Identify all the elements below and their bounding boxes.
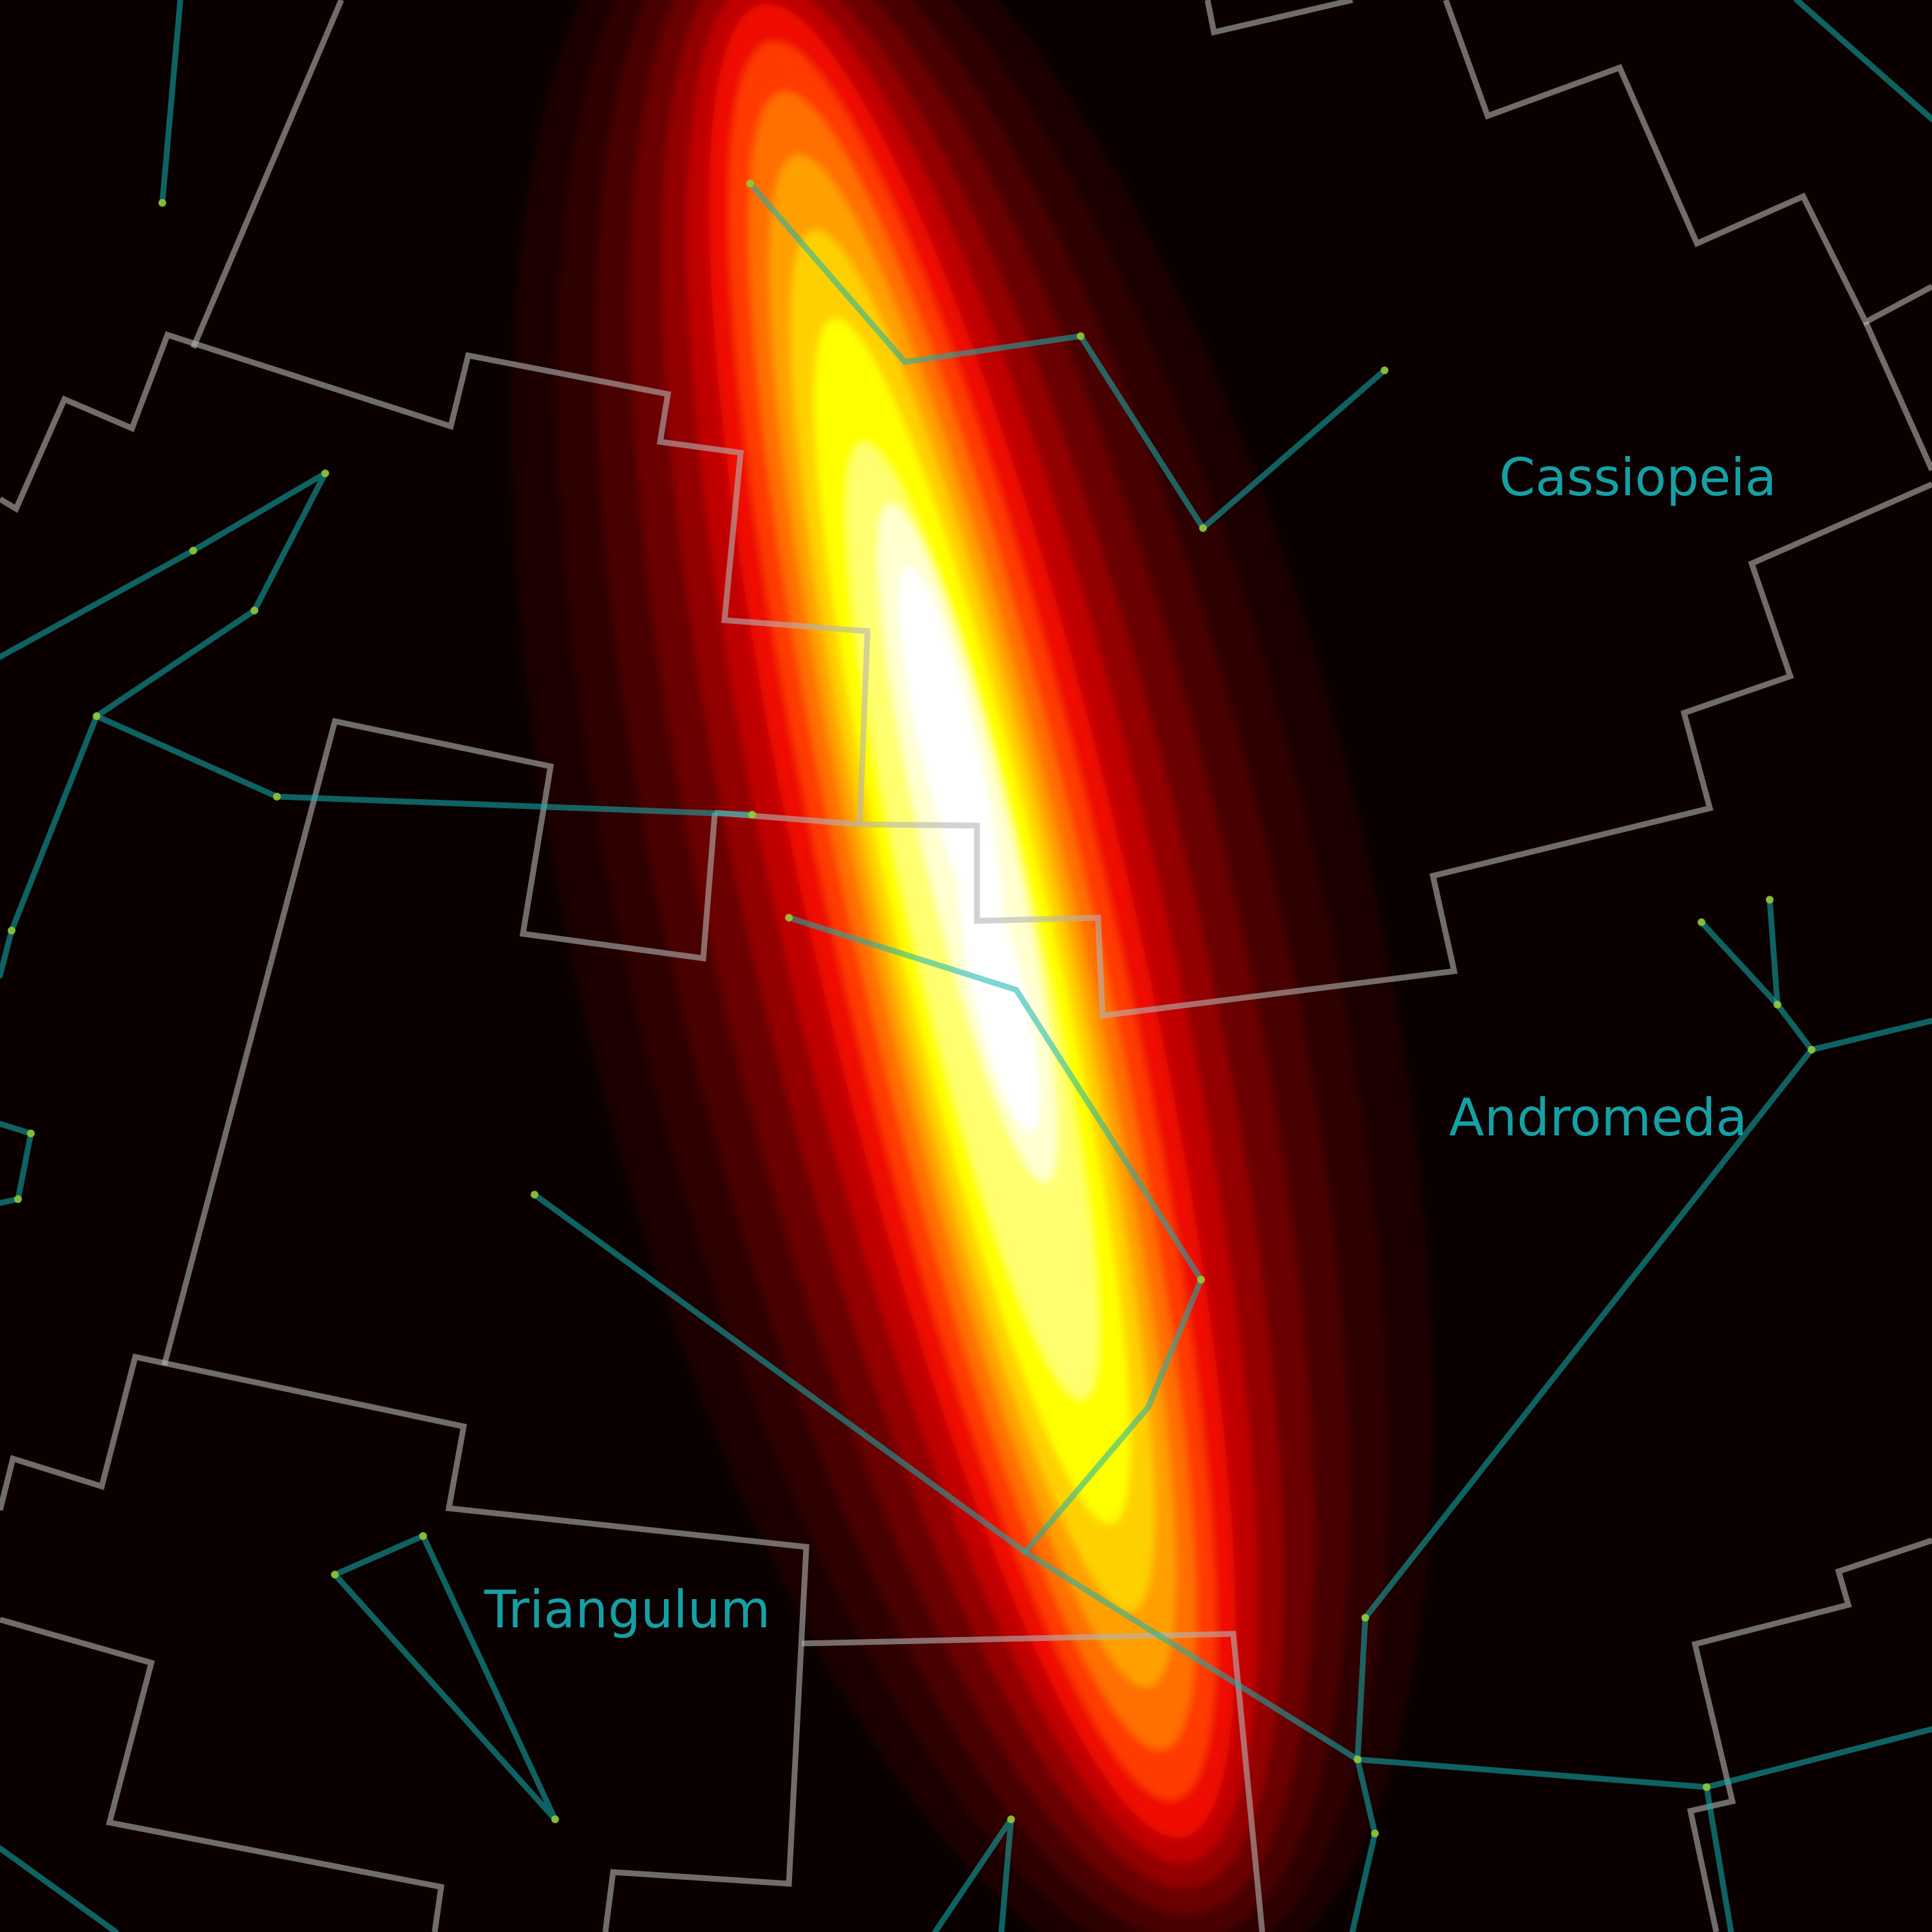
star-marker xyxy=(1766,896,1774,904)
boundary-line xyxy=(0,1353,810,1932)
star-marker xyxy=(1077,332,1084,340)
star-marker xyxy=(93,712,100,720)
star-marker xyxy=(321,469,329,477)
star-marker xyxy=(746,180,754,187)
star-marker xyxy=(331,1571,339,1578)
edge-figure xyxy=(0,1845,119,1932)
star-marker xyxy=(1007,1815,1015,1823)
constellation-label-triangulum: Triangulum xyxy=(484,1580,771,1640)
star-marker xyxy=(1703,1783,1710,1791)
star-marker xyxy=(1698,918,1705,926)
perseus-figure-branch xyxy=(0,713,100,979)
boundary-line xyxy=(1204,0,1354,36)
heat-level-16 xyxy=(958,855,1040,1133)
boundary-line xyxy=(1443,0,1932,327)
star-marker xyxy=(1371,1830,1379,1837)
star-marker xyxy=(1197,1276,1205,1283)
edge-figure xyxy=(0,1121,34,1206)
constellation-label-cassiopeia: Cassiopeia xyxy=(1499,448,1777,507)
boundary-line xyxy=(190,0,345,349)
star-marker xyxy=(189,547,197,554)
andromeda-figure-branch xyxy=(1698,919,1781,1008)
intensity-heatmap xyxy=(512,0,1433,1932)
star-marker xyxy=(785,914,793,922)
andromeda-figure-branch xyxy=(1703,1784,1734,1932)
star-marker xyxy=(1808,1046,1815,1054)
andromeda-figure-branch xyxy=(531,1191,1028,1555)
star-marker xyxy=(1774,1001,1781,1009)
star-marker xyxy=(551,1815,559,1823)
boundary-line xyxy=(0,1616,445,1932)
constellation-label-andromeda: Andromeda xyxy=(1449,1088,1748,1148)
star-marker xyxy=(748,811,756,819)
star-marker xyxy=(8,927,15,934)
star-markers xyxy=(8,180,1815,1837)
star-marker xyxy=(158,199,166,207)
boundary-line xyxy=(1862,321,1932,471)
andromeda-figure-branch xyxy=(1349,1615,1378,1932)
star-marker xyxy=(14,1195,22,1203)
edge-figure xyxy=(159,0,184,206)
boundary-line xyxy=(1687,1537,1932,1932)
star-marker xyxy=(1199,524,1207,532)
triangulum-figure xyxy=(332,1533,558,1823)
edge-figure xyxy=(1794,0,1932,122)
andromeda-figure-branch xyxy=(1362,896,1815,1621)
star-marker xyxy=(27,1130,35,1137)
star-marker xyxy=(1361,1614,1369,1622)
star-marker xyxy=(273,793,281,800)
boundary-line xyxy=(0,331,1932,1019)
star-marker xyxy=(251,607,258,614)
star-marker xyxy=(1354,1756,1361,1763)
boundary-line xyxy=(801,1631,1265,1932)
star-marker xyxy=(531,1191,538,1198)
star-marker xyxy=(1381,366,1388,374)
andromeda-figure xyxy=(786,914,1932,1790)
boundary-line xyxy=(161,717,718,1367)
andromeda-figure-branch xyxy=(1808,1018,1932,1053)
star-marker xyxy=(419,1532,427,1540)
